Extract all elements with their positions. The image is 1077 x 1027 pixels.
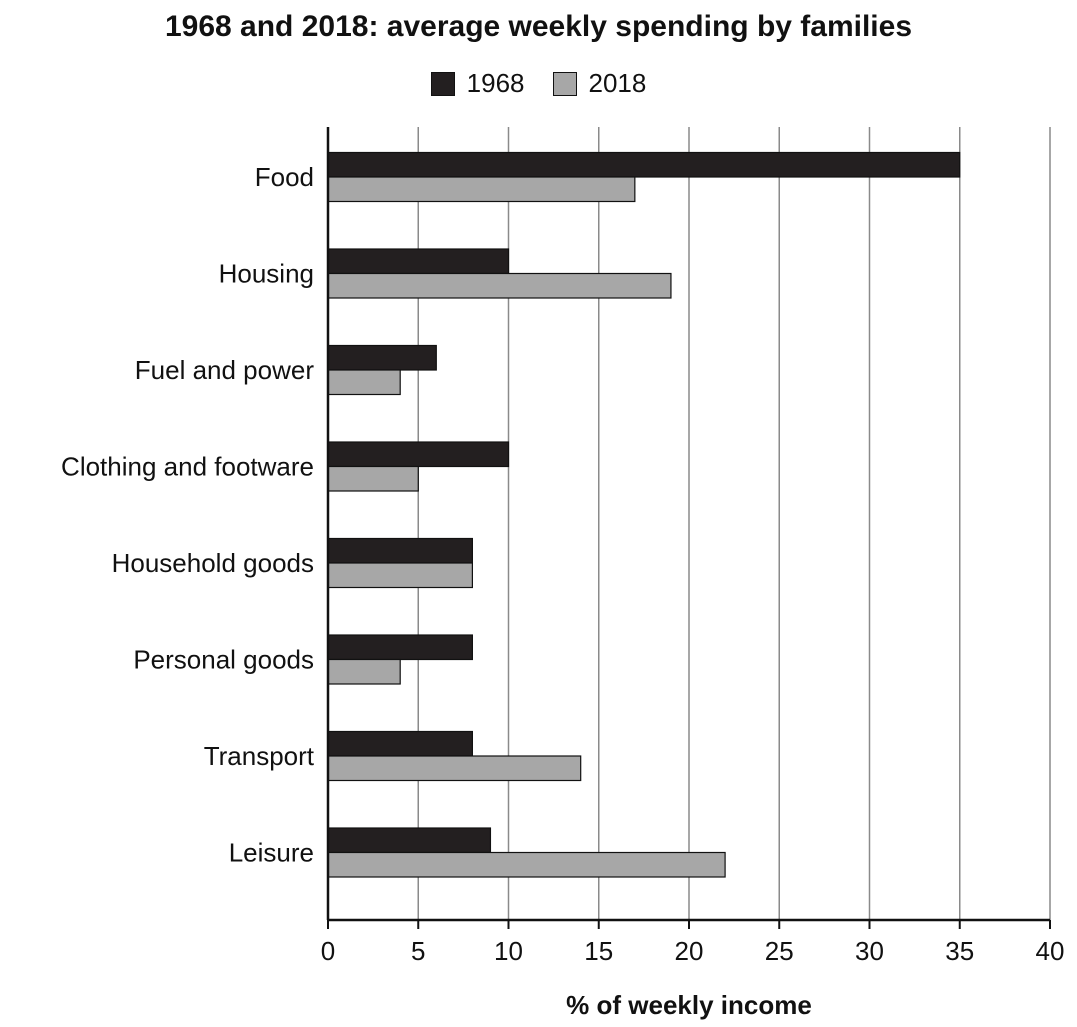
bar-1968-2 — [327, 344, 437, 371]
bar-2018-3 — [327, 465, 419, 492]
legend-item-1968: 1968 — [430, 68, 525, 99]
bar-2018-4 — [327, 562, 473, 589]
x-tick-label-5: 5 — [411, 936, 425, 966]
x-tick-label-10: 10 — [494, 936, 523, 966]
legend-item-2018: 2018 — [552, 68, 647, 99]
bar-1968-7 — [327, 827, 492, 854]
category-label-3: Clothing and footware — [61, 451, 314, 481]
x-tick-label-35: 35 — [945, 936, 974, 966]
bar-1968-0 — [327, 151, 961, 178]
bar-2018-0 — [327, 176, 636, 203]
category-label-4: Household goods — [112, 548, 314, 578]
legend-swatch-1968 — [430, 71, 455, 96]
legend: 1968 2018 — [0, 68, 1077, 99]
x-tick-label-20: 20 — [675, 936, 704, 966]
x-tick-label-25: 25 — [765, 936, 794, 966]
legend-label-1968: 1968 — [466, 68, 525, 98]
x-tick-label-30: 30 — [855, 936, 884, 966]
bar-2018-7 — [327, 851, 726, 878]
bar-1968-6 — [327, 730, 473, 757]
category-label-0: Food — [255, 162, 314, 192]
chart-plot: Food Housing Fuel and power Clothing and fo… — [61, 127, 1065, 966]
category-label-5: Personal goods — [133, 644, 314, 674]
legend-swatch-2018 — [552, 71, 577, 96]
bar-1968-4 — [327, 537, 473, 564]
x-tick-label-40: 40 — [1036, 936, 1065, 966]
category-label-6: Transport — [204, 741, 315, 771]
x-tick-label-0: 0 — [321, 936, 335, 966]
bar-1968-5 — [327, 634, 473, 661]
category-label-2: Fuel and power — [135, 355, 315, 385]
category-label-1: Housing — [219, 258, 314, 288]
bar-1968-3 — [327, 441, 510, 468]
chart-title: 1968 and 2018: average weekly spending b… — [164, 10, 913, 43]
x-axis-title: % of weekly income — [566, 990, 812, 1020]
legend-label-2018: 2018 — [588, 68, 647, 98]
x-tick-label-15: 15 — [584, 936, 613, 966]
bar-1968-1 — [327, 248, 510, 275]
bar-2018-5 — [327, 658, 401, 685]
bar-2018-2 — [327, 369, 401, 396]
bar-2018-6 — [327, 755, 582, 782]
category-label-7: Leisure — [229, 837, 314, 867]
bar-2018-1 — [327, 272, 672, 299]
